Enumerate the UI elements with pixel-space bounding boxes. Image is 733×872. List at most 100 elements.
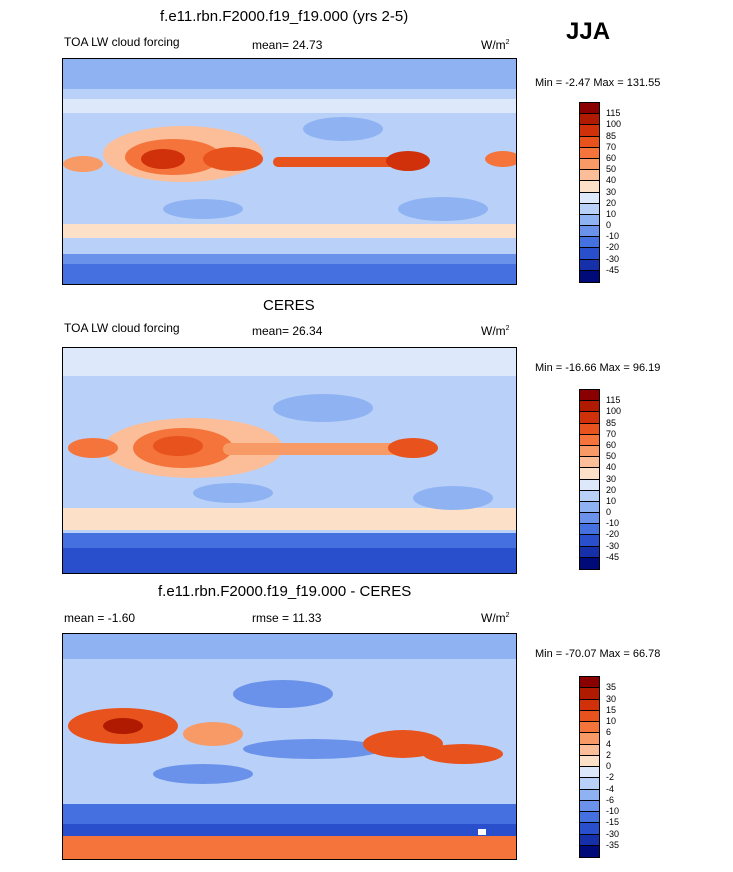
panel1-colorbar-swatch [580,147,599,159]
panel3-colorbar-swatch [580,699,599,711]
panel3-colorbar-tick-label: -6 [606,794,615,805]
panel2-australia [193,483,273,503]
panel3-map-plot [63,634,516,859]
panel1-colorbar-swatch [580,136,599,148]
panel3-colorbar-swatch [580,845,599,857]
panel1-colorbar-tick-label: -30 [606,253,620,264]
panel2-colorbar-tick-label: 115 [606,395,621,406]
panel1-title: f.e11.rbn.F2000.f19_f19.000 (yrs 2-5) [160,8,409,25]
panel2-colorbar-swatch [580,445,599,458]
panel1-colorbar-swatch [580,103,599,115]
panel3-colorbar-swatch [580,812,599,824]
panel3-colorbar-tick-label: -2 [606,772,615,783]
panel1-colorbar-tick-label: 10 [606,208,617,219]
panel2-colorbar-tick-label: -30 [606,540,620,551]
panel1-colorbar-tick-label: 50 [606,164,617,175]
panel1-colorbar-tick-label: 40 [606,175,617,186]
panel1-itcz [273,157,413,167]
panel1-colorbar-swatch [580,170,599,182]
panel1-warm-pool [203,147,263,171]
panel3-atlantic-warm [423,744,503,764]
panel1-colorbar-swatch [580,125,599,137]
panel1-subtropic-s [398,197,488,221]
panel2-colorbar-swatch [580,535,599,547]
panel1-mean-label: mean= 24.73 [252,38,323,52]
panel2-colorbar-tick-label: 0 [606,507,612,518]
panel1-northern-storm-track [63,99,516,113]
panel2-variable-label: TOA LW cloud forcing [64,321,180,335]
panel1-arctic-band [63,59,516,89]
panel2-colorbar-swatch [580,390,599,402]
panel3-units: W/m2 [481,611,510,625]
panel1-central-america [386,151,430,171]
panel2-arctic-band [63,348,516,376]
panel3-minmax: Min = -70.07 Max = 66.78 [535,648,661,660]
panel1-colorbar-swatch [580,270,599,282]
panel2-southern-storm-track [63,508,516,530]
panel2-colorbar-swatch [580,412,599,424]
panel3-colorbar-swatch [580,733,599,745]
panel2-map-plot [63,348,516,573]
panel1-colorbar-tick-label: 30 [606,186,617,197]
panel1-colorbar-tick-label: -45 [606,264,620,275]
panel1-colorbar-swatch [580,237,599,249]
panel3-missing-data [478,829,486,835]
panel2-colorbar-swatch [580,557,599,569]
panel3-colorbar-swatch [580,710,599,722]
panel3-colorbar-tick-label: -15 [606,817,620,828]
panel3-colorbar-swatch [580,677,599,689]
panel2-colorbar-swatch [580,524,599,536]
panel3-colorbar-tick-label: -10 [606,806,620,816]
panel3-colorbar-tick-label: -35 [606,839,620,850]
panel3-colorbar-swatch [580,688,599,700]
panel2-colorbar-swatch [580,501,599,514]
panel3-colorbar-swatch [580,800,599,812]
panel2-colorbar: 115 100 85 70 60 50 40 30 20 10 0 -10 -20 -30 -45 [579,389,621,570]
panel1-antarctic-low [63,264,516,284]
panel3-colorbar: 35 30 15 10 6 4 2 0 -2 -4 -6 -10 -15 -30 -35 [579,676,619,858]
panel2-colorbar-tick-label: 70 [606,428,617,439]
panel2-minmax: Min = -16.66 Max = 96.19 [535,362,661,374]
panel3-colorbar-tick-label: 10 [606,716,617,726]
panel1-africa-east [485,151,516,167]
panel2-colorbar-swatch [580,457,599,469]
panel2-colorbar-tick-label: 50 [606,451,617,462]
panel2-colorbar-tick-label: -45 [606,551,620,562]
panel3-colorbar-swatch [580,722,599,734]
panel2-colorbar-tick-label: 40 [606,462,617,473]
panel2-colorbar-swatch [580,479,599,491]
panel1-subtropic-n [303,117,383,141]
panel3-southern-band [63,804,516,824]
panel2-colorbar-tick-label: 100 [606,406,622,417]
panel3-north-pacific [233,680,333,708]
panel1-colorbar-swatch [580,203,599,215]
panel2-monsoon-core [153,436,203,456]
panel1-colorbar-swatch [580,259,599,271]
panel1-colorbar-tick-label: 85 [606,130,617,141]
panel2-units: W/m2 [481,324,510,338]
panel1-colorbar-swatch [580,248,599,260]
panel2-subtropic-s [413,486,493,510]
panel1-units: W/m2 [481,38,510,52]
panel1-map [62,58,517,285]
panel1-colorbar-swatch [580,158,599,171]
panel2-colorbar-swatch [580,513,599,525]
panel2-map [62,347,517,574]
panel1-australia [163,199,243,219]
panel2-colorbar-tick-label: 85 [606,417,617,428]
panel3-colorbar-swatch [580,755,599,767]
panel2-colorbar-swatch [580,423,599,435]
panel1-colorbar-tick-label: -20 [606,242,620,253]
panel3-colorbar-tick-label: 30 [606,693,617,704]
panel3-arctic-band [63,634,516,659]
panel2-colorbar-tick-label: -10 [606,518,620,529]
panel3-antarctic-edge [63,824,516,836]
panel3-pacific-cold [243,739,383,759]
panel1-southern-storm-track [63,224,516,238]
panel1-colorbar-swatch [580,214,599,227]
panel1-colorbar-tick-label: -10 [606,231,620,242]
panel1-colorbar-tick-label: 0 [606,220,612,231]
panel2-colorbar-tick-label: 20 [606,484,617,495]
panel1-colorbar-swatch [580,192,599,204]
panel2-central-america [388,438,438,458]
